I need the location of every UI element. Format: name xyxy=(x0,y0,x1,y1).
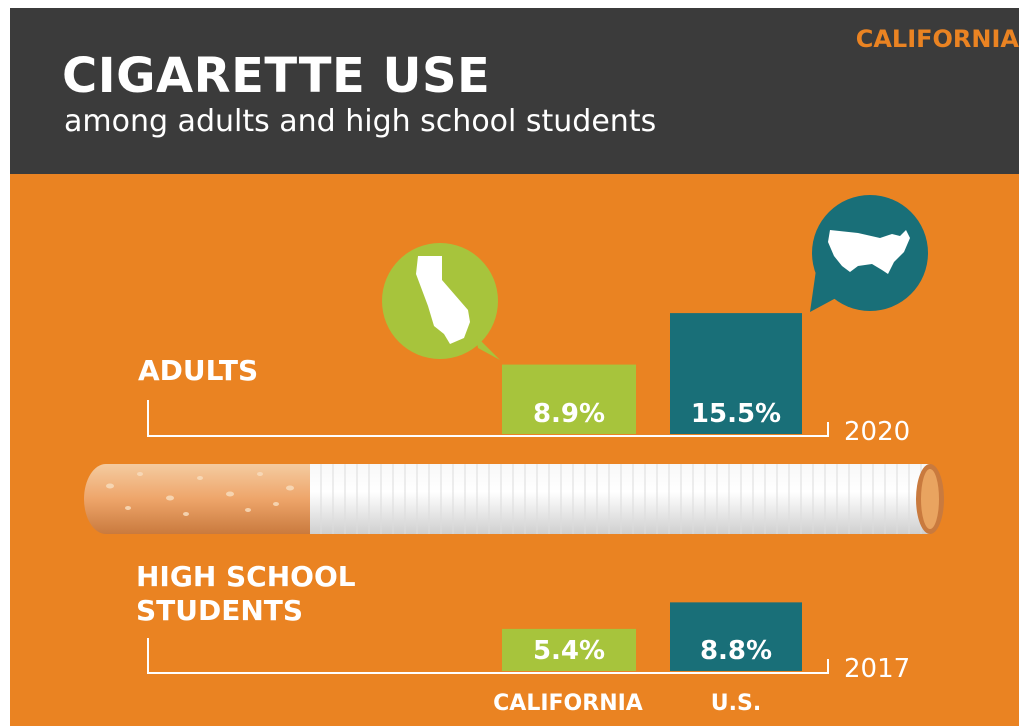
california-map-icon xyxy=(382,243,500,360)
header-band: CIGARETTE USE among adults and high scho… xyxy=(10,8,1019,174)
value-label-hs-california: 5.4% xyxy=(533,636,605,666)
bar-chart: ADULTS 2020 HIGH SCHOOL STUDENTS 2017 8.… xyxy=(84,195,944,716)
group-label-hs-line1: HIGH SCHOOL xyxy=(136,560,356,593)
group-label-adults: ADULTS xyxy=(138,354,258,387)
baseline-hs xyxy=(147,638,829,674)
bar-adults-california xyxy=(502,364,636,434)
page-subtitle: among adults and high school students xyxy=(64,104,657,139)
value-label-hs-us: 8.8% xyxy=(700,636,772,666)
infographic: CIGARETTE USE among adults and high scho… xyxy=(10,8,1019,726)
value-label-adults-us: 15.5% xyxy=(691,399,781,429)
region-label: CALIFORNIA xyxy=(855,25,1019,53)
category-label-california: CALIFORNIA xyxy=(493,691,643,716)
category-label-us: U.S. xyxy=(711,691,761,716)
cigarette-illustration xyxy=(84,464,944,534)
bar-adults-us xyxy=(670,313,802,434)
year-label-adults: 2020 xyxy=(844,417,910,447)
baseline-adults xyxy=(147,400,829,437)
value-label-adults-california: 8.9% xyxy=(533,399,605,429)
bar-hs-california xyxy=(502,628,636,671)
page-title: CIGARETTE USE xyxy=(62,48,491,104)
bar-hs-us xyxy=(670,602,802,671)
us-map-icon xyxy=(810,195,928,312)
group-label-hs-line2: STUDENTS xyxy=(136,594,303,627)
year-label-hs: 2017 xyxy=(844,654,910,684)
